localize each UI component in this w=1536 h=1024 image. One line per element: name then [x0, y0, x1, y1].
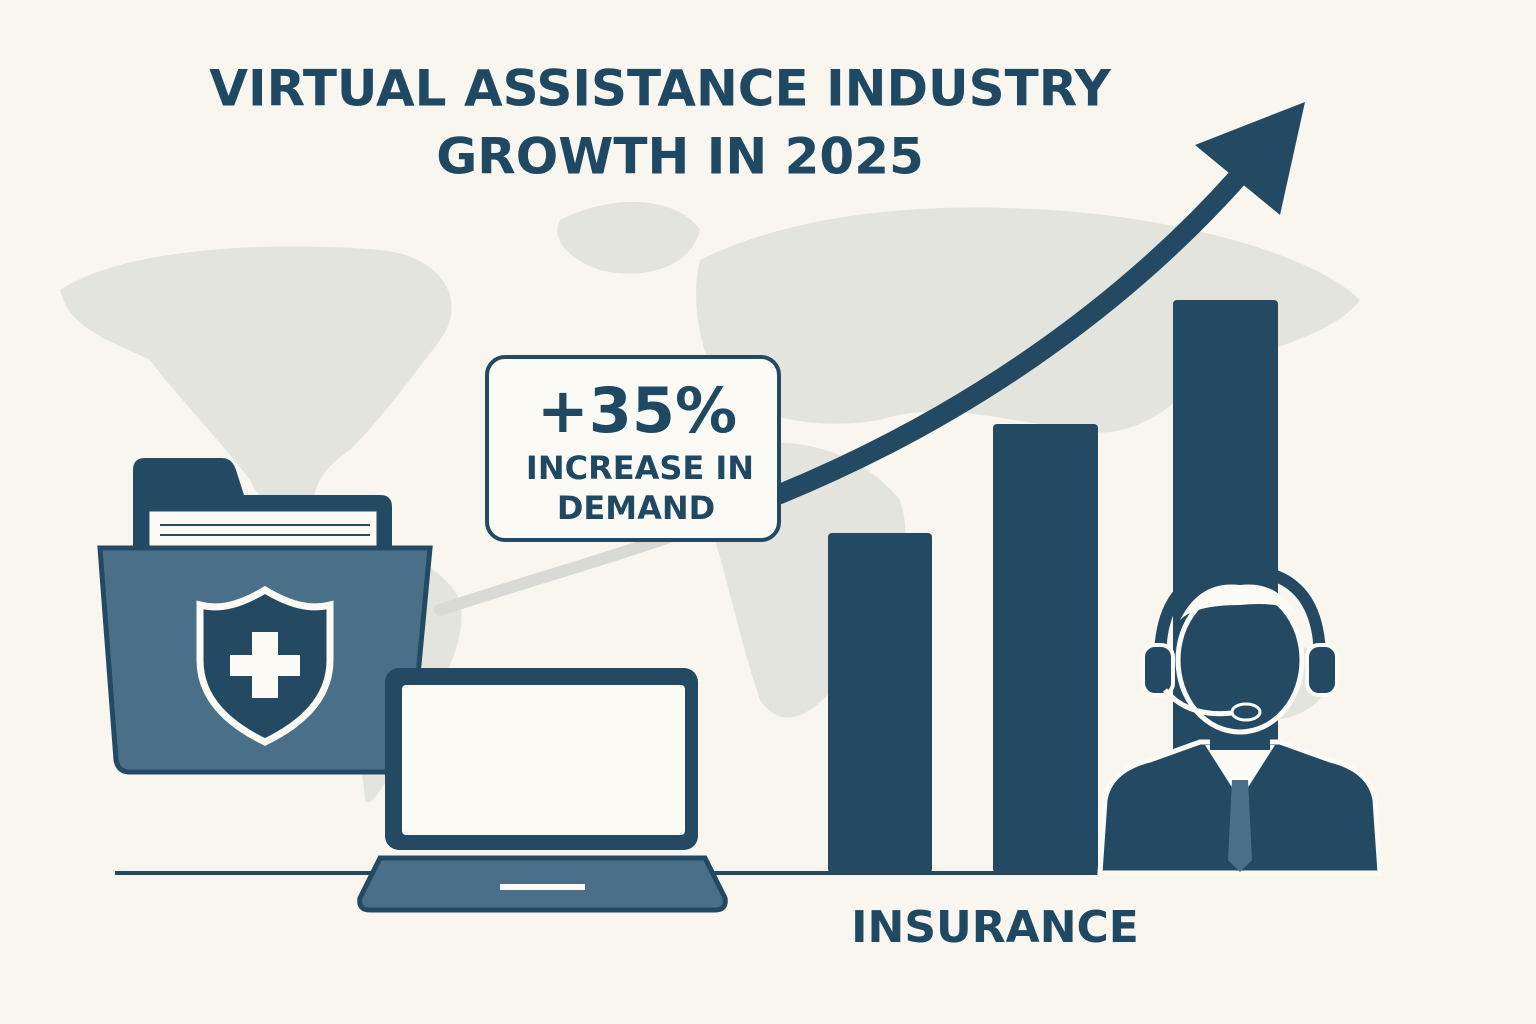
agent-hair-line: [1180, 584, 1300, 620]
support-agent: [1097, 563, 1383, 876]
title-line-2: GROWTH IN 2025: [436, 128, 924, 186]
map-greenland: [557, 201, 700, 274]
arrow-line: [770, 165, 1250, 504]
laptop-screen: [402, 685, 685, 835]
title-line-1: VIRTUAL ASSISTANCE INDUSTRY: [209, 60, 1111, 118]
headset-ear: [1305, 643, 1339, 697]
agent-shirt: [1205, 745, 1275, 800]
callout-line-2: DEMAND: [557, 489, 715, 527]
laptop: [357, 668, 728, 913]
laptop-trackpad: [500, 884, 585, 890]
callout-line-1: INCREASE IN: [526, 449, 754, 487]
sector-label: INSURANCE: [851, 902, 1139, 953]
map-north-america: [60, 246, 452, 528]
arrow-head: [1195, 102, 1305, 215]
agent-tie: [1228, 780, 1252, 872]
bar-illustration: [828, 533, 932, 873]
bar-illustration: [993, 424, 1098, 873]
cross: [230, 632, 300, 698]
medical-folder: [97, 458, 433, 775]
callout-value: +35%: [537, 374, 737, 447]
headset-mic: [1163, 688, 1241, 717]
headset-band: [1154, 563, 1326, 661]
headset-mic-tip: [1230, 702, 1262, 722]
callout-box: [485, 355, 781, 542]
headset-ear: [1141, 643, 1175, 697]
